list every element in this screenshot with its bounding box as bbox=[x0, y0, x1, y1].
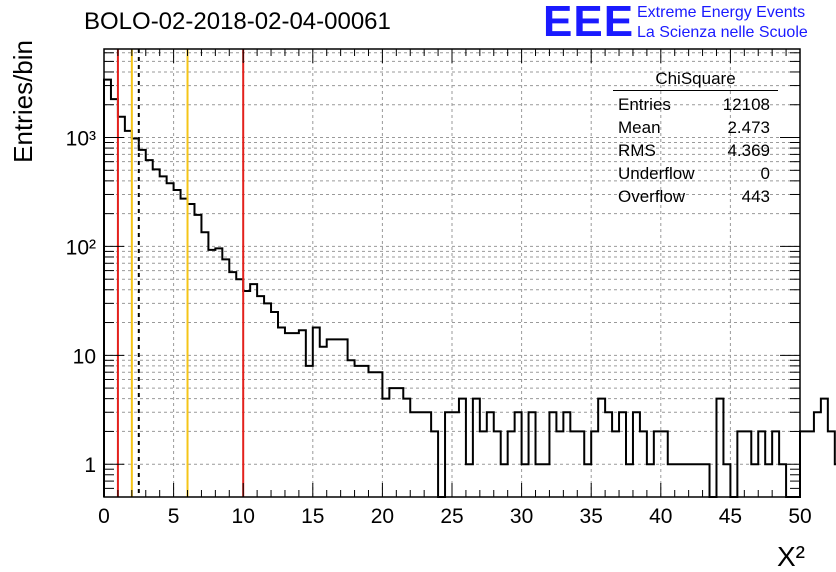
histogram-series bbox=[103, 78, 836, 498]
logo-line-2: La Scienza nelle Scuole bbox=[637, 24, 808, 41]
stats-row-rms: RMS 4.369 bbox=[613, 139, 778, 162]
x-tick-label: 5 bbox=[168, 505, 180, 528]
stats-row-underflow: Underflow 0 bbox=[613, 162, 778, 185]
stats-value: 4.369 bbox=[727, 141, 770, 160]
x-tick-label: 50 bbox=[788, 505, 811, 528]
x-tick-label: 30 bbox=[510, 505, 533, 528]
stats-label: Underflow bbox=[618, 164, 695, 183]
y-tick-label: 10² bbox=[66, 236, 96, 259]
stats-label: Entries bbox=[618, 95, 671, 114]
logo-line-1: Extreme Energy Events bbox=[637, 4, 806, 21]
stats-value: 443 bbox=[741, 187, 770, 206]
stats-label: Mean bbox=[618, 118, 661, 137]
x-tick-label: 40 bbox=[649, 505, 672, 528]
y-tick-label: 1 bbox=[84, 454, 96, 477]
stats-label: Overflow bbox=[618, 187, 686, 206]
stats-label: RMS bbox=[618, 141, 656, 160]
y-tick-label: 10 bbox=[73, 345, 96, 368]
x-tick-label: 15 bbox=[301, 505, 324, 528]
x-axis-label: X² bbox=[777, 541, 805, 572]
x-tick-label: 25 bbox=[440, 505, 463, 528]
x-tick-label: 0 bbox=[98, 505, 110, 528]
logo-mark: EEE bbox=[543, 0, 635, 46]
stats-row-overflow: Overflow 443 bbox=[613, 185, 778, 208]
x-tick-label: 35 bbox=[580, 505, 603, 528]
y-tick-label: 10³ bbox=[66, 128, 96, 151]
stats-value: 12108 bbox=[722, 95, 770, 114]
stats-row-entries: Entries 12108 bbox=[613, 93, 778, 116]
stats-value: 2.473 bbox=[727, 118, 770, 137]
x-tick-label: 10 bbox=[232, 505, 255, 528]
chart-title: BOLO-02-2018-02-04-00061 bbox=[84, 8, 391, 35]
stats-value: 0 bbox=[760, 164, 770, 183]
y-axis-label: Entries/bin bbox=[8, 40, 38, 163]
stats-title: ChiSquare bbox=[613, 68, 778, 91]
stats-box: ChiSquare Entries 12108 Mean 2.473 RMS 4… bbox=[613, 68, 778, 208]
eee-logo: EEE Extreme Energy Events La Scienza nel… bbox=[543, 0, 833, 48]
stats-row-mean: Mean 2.473 bbox=[613, 116, 778, 139]
x-tick-label: 20 bbox=[371, 505, 394, 528]
x-tick-label: 45 bbox=[719, 505, 742, 528]
